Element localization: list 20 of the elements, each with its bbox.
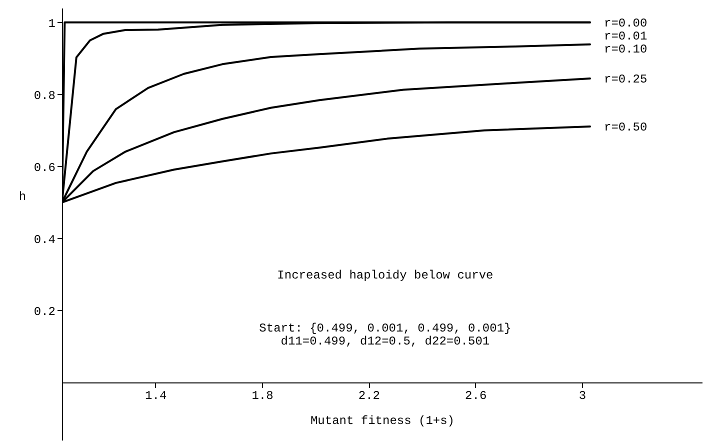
y-tick-label: 0.8: [34, 88, 56, 103]
series-label: r=0.25: [604, 72, 648, 87]
x-axis-title: Mutant fitness (1+s): [310, 414, 455, 428]
x-tick-label: 2.6: [465, 388, 487, 403]
annotation: Increased haploidy below curve: [277, 268, 494, 282]
annotation: Start: {0.499, 0.001, 0.499, 0.001}: [259, 321, 512, 336]
y-axis-title: h: [18, 190, 26, 204]
series-label: r=0.01: [604, 29, 648, 44]
y-tick-label: 1: [48, 16, 56, 31]
series-label: r=0.00: [604, 16, 648, 30]
y-tick-label: 0.2: [34, 304, 56, 319]
x-tick-label: 1.4: [145, 388, 167, 403]
x-tick-label: 1.8: [252, 388, 274, 403]
series-label: r=0.50: [604, 120, 648, 134]
series-label: r=0.10: [604, 42, 648, 56]
y-tick-label: 0.4: [34, 232, 56, 247]
x-tick-label: 2.2: [358, 388, 380, 403]
y-tick-label: 0.6: [34, 160, 56, 175]
annotation: d11=0.499, d12=0.5, d22=0.501: [280, 334, 490, 348]
x-tick-label: 3: [578, 388, 586, 403]
